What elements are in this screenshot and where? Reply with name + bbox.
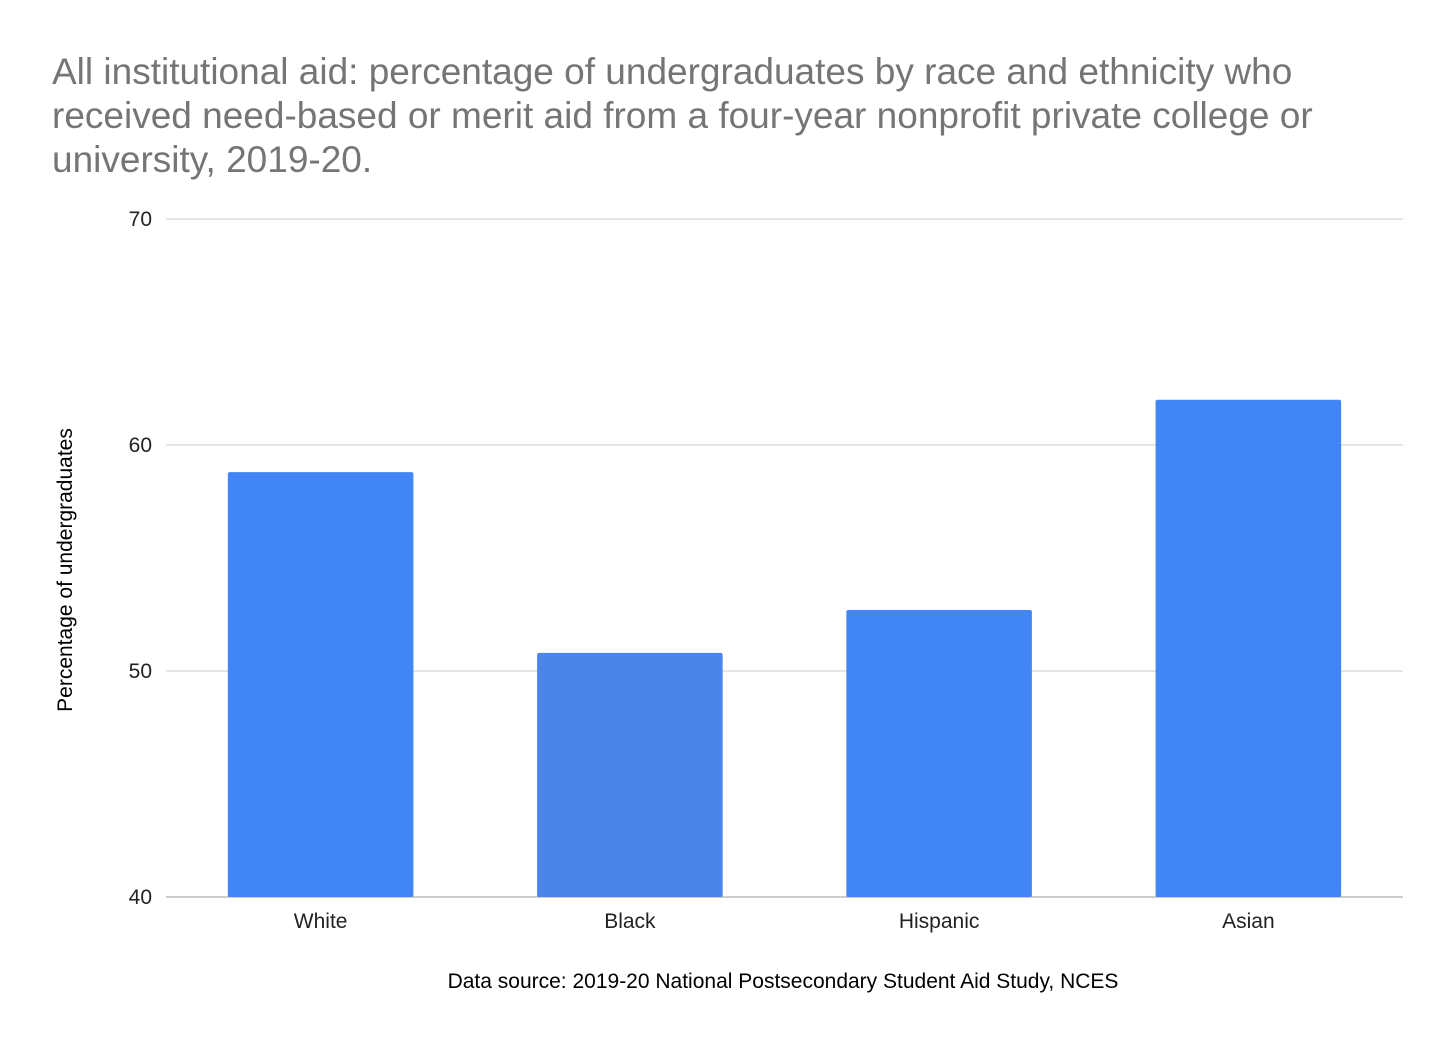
y-tick-label: 40 <box>129 886 152 909</box>
bar-black <box>537 652 723 897</box>
y-tick-label: 50 <box>129 660 152 683</box>
bar-hispanic <box>846 609 1032 897</box>
y-axis-title: Percentage of undergraduates <box>54 428 77 712</box>
y-axis-ticks: 40 50 60 70 <box>129 208 152 909</box>
bar-asian <box>1155 399 1342 897</box>
bar-white <box>227 472 414 897</box>
x-tick-label-hispanic: Hispanic <box>899 910 980 933</box>
x-tick-label-black: Black <box>604 910 656 933</box>
x-axis-ticks: White Black Hispanic Asian <box>294 910 1275 933</box>
chart-title: All institutional aid: percentage of und… <box>52 51 1313 180</box>
x-tick-label-white: White <box>294 910 348 933</box>
bars <box>227 399 1342 897</box>
y-tick-label: 70 <box>129 208 152 231</box>
x-tick-label-asian: Asian <box>1222 910 1275 933</box>
data-source-note: Data source: 2019-20 National Postsecond… <box>448 970 1119 993</box>
y-tick-label: 60 <box>129 434 152 457</box>
